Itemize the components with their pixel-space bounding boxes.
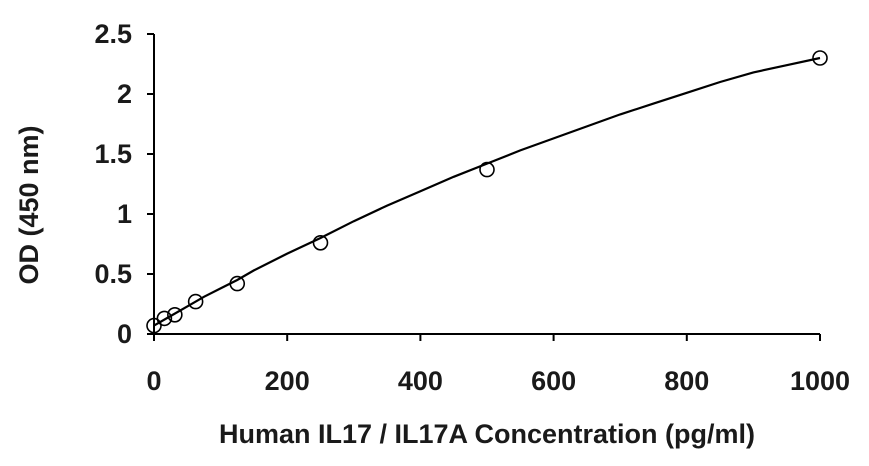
y-tick-label: 2.5 bbox=[94, 19, 132, 49]
data-point bbox=[229, 275, 246, 292]
x-tick-label: 400 bbox=[398, 366, 443, 396]
y-tick-label: 1 bbox=[117, 199, 132, 229]
x-tick-label: 1000 bbox=[790, 366, 850, 396]
x-axis-ticks: 0 200 400 600 800 1000 bbox=[146, 334, 850, 396]
x-tick-label: 0 bbox=[146, 366, 161, 396]
y-tick-label: 1.5 bbox=[94, 139, 132, 169]
data-point bbox=[146, 317, 162, 334]
axes bbox=[153, 34, 820, 335]
x-axis-title: Human IL17 / IL17A Concentration (pg/ml) bbox=[219, 419, 755, 449]
data-point bbox=[312, 235, 329, 251]
x-tick-label: 600 bbox=[531, 366, 576, 396]
fit-curve-layer bbox=[153, 56, 821, 327]
y-tick-label: 2 bbox=[117, 79, 132, 109]
data-point bbox=[812, 50, 828, 66]
fit-curve-line bbox=[153, 56, 821, 327]
data-points-layer bbox=[146, 50, 828, 334]
y-axis-ticks: 0 0.5 1 1.5 2 2.5 bbox=[94, 19, 154, 349]
x-tick-label: 200 bbox=[265, 366, 310, 396]
data-point bbox=[167, 306, 183, 323]
y-axis-title: OD (450 nm) bbox=[14, 125, 44, 284]
data-point bbox=[187, 293, 204, 310]
data-point bbox=[156, 310, 173, 327]
data-point bbox=[479, 161, 495, 178]
y-tick-label: 0.5 bbox=[94, 259, 132, 289]
y-tick-label: 0 bbox=[117, 319, 132, 349]
x-tick-label: 800 bbox=[664, 366, 709, 396]
